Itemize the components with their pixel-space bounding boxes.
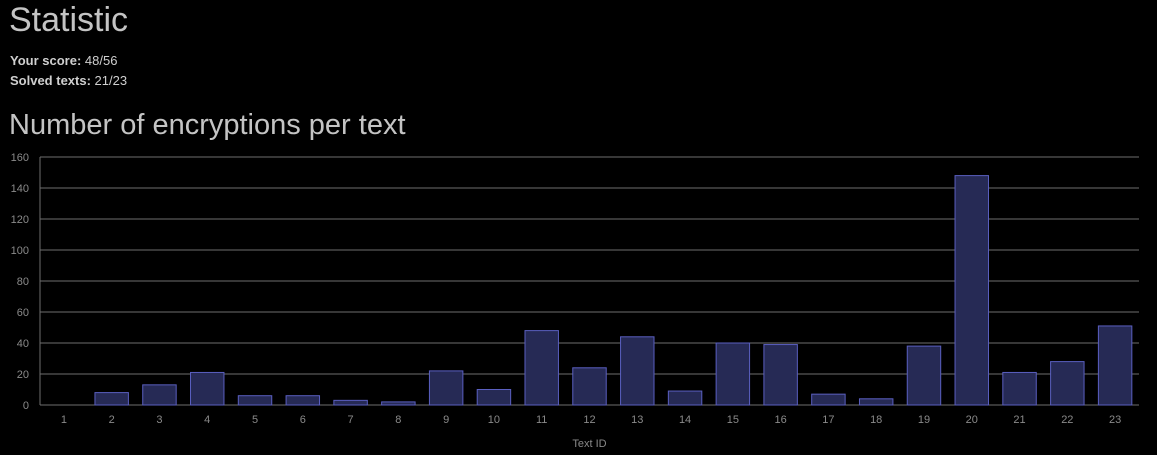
x-tick-label: 21	[1013, 414, 1025, 426]
x-axis-label: Text ID	[572, 438, 606, 450]
y-tick-label: 80	[17, 276, 29, 288]
bar	[858, 398, 894, 406]
x-tick-label: 16	[775, 414, 787, 426]
x-tick-label: 19	[918, 414, 930, 426]
x-tick-label: 5	[252, 414, 258, 426]
y-tick-label: 60	[17, 307, 29, 319]
x-tick-label: 13	[631, 414, 643, 426]
x-tick-label: 4	[204, 414, 210, 426]
y-tick-label: 160	[11, 152, 29, 164]
y-tick-label: 20	[17, 369, 29, 381]
score-value: 48/56	[84, 53, 118, 68]
x-tick-label: 10	[488, 414, 500, 426]
solved-row: Solved texts: 21/23	[10, 71, 127, 91]
solved-value: 21/23	[94, 73, 128, 88]
y-tick-label: 100	[11, 245, 29, 257]
score-label: Your score:	[10, 53, 82, 68]
bar	[954, 175, 989, 406]
page-title: Statistic	[9, 1, 129, 39]
solved-label: Solved texts:	[10, 73, 91, 88]
x-tick-label: 9	[443, 414, 449, 426]
y-tick-label: 140	[11, 183, 29, 195]
x-tick-label: 22	[1061, 414, 1073, 426]
bar	[94, 392, 129, 406]
bar	[142, 384, 177, 406]
bar	[763, 344, 798, 406]
bar	[1050, 361, 1085, 406]
bar	[237, 395, 273, 406]
x-tick-label: 17	[822, 414, 834, 426]
x-tick-label: 1	[61, 414, 67, 426]
bar	[1097, 325, 1133, 406]
chart-title: Number of encryptions per text	[9, 109, 406, 141]
x-tick-label: 6	[300, 414, 306, 426]
x-tick-label: 20	[966, 414, 978, 426]
bar	[190, 371, 225, 406]
x-tick-label: 18	[870, 414, 882, 426]
bar	[381, 401, 416, 406]
x-tick-label: 11	[536, 414, 547, 426]
bar	[811, 393, 846, 406]
bar	[524, 330, 559, 406]
bar	[285, 395, 321, 406]
bar	[476, 389, 512, 406]
bar	[333, 399, 368, 406]
bar	[1002, 371, 1037, 406]
y-tick-label: 120	[11, 214, 29, 226]
x-tick-label: 14	[679, 414, 691, 426]
bar	[428, 370, 464, 406]
bar	[572, 367, 607, 406]
x-tick-label: 7	[348, 414, 354, 426]
x-tick-label: 12	[583, 414, 595, 426]
x-tick-label: 3	[156, 414, 162, 426]
bar	[667, 390, 703, 406]
bar	[906, 345, 942, 406]
x-tick-label: 23	[1109, 414, 1121, 426]
stats-block: Your score: 48/56 Solved texts: 21/23	[10, 51, 127, 91]
bar	[620, 336, 655, 406]
y-tick-label: 0	[23, 400, 29, 412]
x-tick-label: 15	[727, 414, 739, 426]
score-row: Your score: 48/56	[10, 51, 127, 71]
y-tick-label: 40	[17, 338, 29, 350]
x-tick-label: 2	[109, 414, 115, 426]
bar	[715, 342, 751, 406]
x-tick-label: 8	[395, 414, 401, 426]
